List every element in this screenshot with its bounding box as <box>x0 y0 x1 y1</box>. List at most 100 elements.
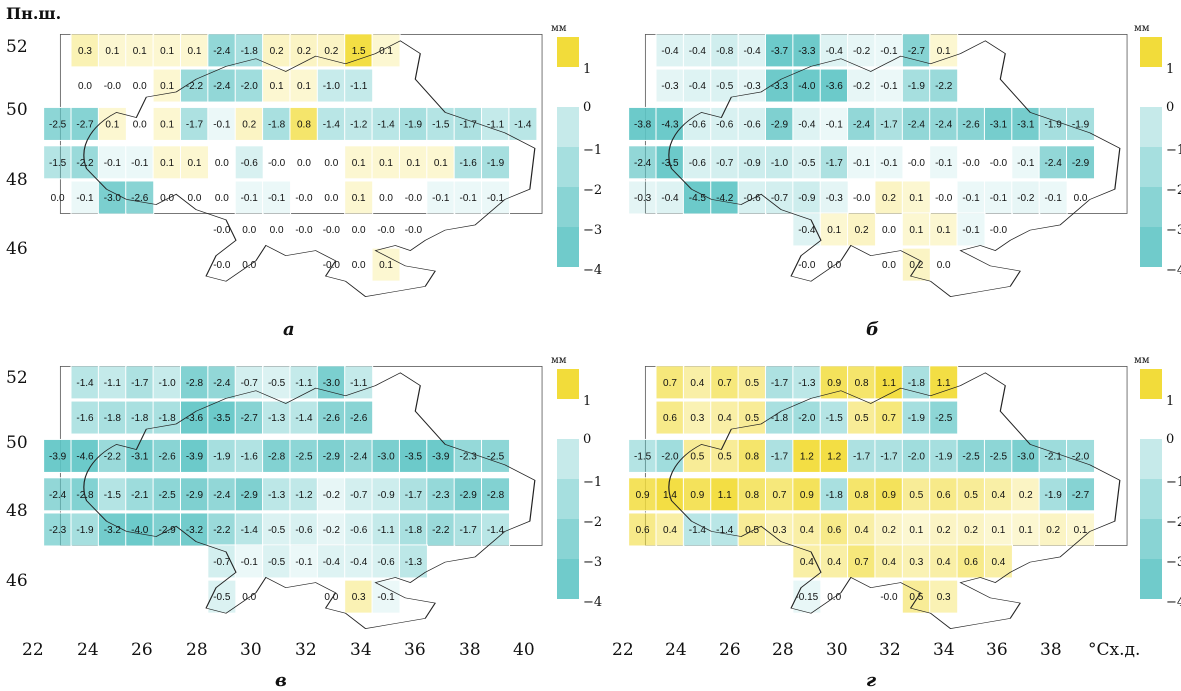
grid-cell <box>125 477 155 512</box>
lat-tick-46-bottom-left: 46 <box>6 571 28 591</box>
grid-cell <box>983 477 1013 512</box>
cell-value: -2.5 <box>990 451 1008 462</box>
grid-cell <box>737 400 767 435</box>
grid-cell <box>207 477 237 512</box>
colorbar-tick: −2 <box>583 515 602 530</box>
cell-value: 0.3 <box>78 46 92 57</box>
colorbar-segment <box>557 519 579 559</box>
grid-cell <box>426 145 456 180</box>
cell-value: -0.7 <box>350 490 368 501</box>
grid-cell <box>344 544 374 579</box>
cell-value: -1.7 <box>186 119 204 130</box>
cell-value: 0.3 <box>352 592 366 603</box>
grid-cell <box>901 212 931 247</box>
cell-value: -0.7 <box>241 378 259 389</box>
grid-cell <box>901 180 931 215</box>
colorbar-tick: −1 <box>1166 475 1181 490</box>
cell-value: 0.7 <box>718 378 732 389</box>
grid-cell <box>929 579 959 614</box>
cell-value: -0.3 <box>743 81 761 92</box>
grid-cell <box>152 512 182 547</box>
cell-value: -0.0 <box>962 158 980 169</box>
grid-cell <box>398 512 428 547</box>
cell-value: 0.4 <box>718 413 732 424</box>
lon-tick: 38 <box>459 640 481 660</box>
grid-cell <box>929 365 959 400</box>
grid-cell <box>655 400 685 435</box>
colorbar-segment <box>1140 227 1162 267</box>
grid-cell <box>70 365 100 400</box>
cell-value: 0.2 <box>909 260 923 271</box>
cell-value: -0.0 <box>405 225 423 236</box>
cell-value: 0.5 <box>909 592 923 603</box>
grid-cell <box>70 33 100 68</box>
cell-value: 0.4 <box>663 525 677 536</box>
cell-value: -0.4 <box>798 119 816 130</box>
cell-value: -1.7 <box>131 378 149 389</box>
cell-value: -1.8 <box>158 413 176 424</box>
grid-cell <box>819 145 849 180</box>
cell-value: 0.8 <box>745 451 759 462</box>
grid-cell <box>316 544 346 579</box>
cell-value: -0.0 <box>104 81 122 92</box>
cell-value: 0.0 <box>352 260 366 271</box>
cell-value: 0.0 <box>297 158 311 169</box>
cell-value: -0.3 <box>634 193 652 204</box>
grid-cell <box>398 477 428 512</box>
cell-value: -0.1 <box>826 119 844 130</box>
cell-value: -2.2 <box>432 525 450 536</box>
grid-cell <box>874 145 904 180</box>
cell-value: -0.4 <box>743 46 761 57</box>
cell-value: -2.4 <box>935 119 953 130</box>
grid-cell <box>847 365 877 400</box>
colorbar-segment <box>1140 369 1162 399</box>
cell-value: 0.4 <box>991 557 1005 568</box>
grid-cell <box>70 512 100 547</box>
cell-value: 0.0 <box>324 592 338 603</box>
cell-value: -2.3 <box>460 451 478 462</box>
cell-value: -2.8 <box>186 378 204 389</box>
cell-value: -2.8 <box>487 490 505 501</box>
cell-value: -2.7 <box>241 413 259 424</box>
grid-cell <box>929 438 959 473</box>
lon-tick: 28 <box>772 640 794 660</box>
grid-cell <box>710 365 740 400</box>
cell-value: 0.0 <box>324 158 338 169</box>
grid-cell <box>874 106 904 141</box>
cell-value: -2.5 <box>962 451 980 462</box>
cell-value: -1.9 <box>213 451 231 462</box>
grid-cell <box>983 180 1013 215</box>
colorbar-tick: −1 <box>583 475 602 490</box>
grid-cell <box>453 438 483 473</box>
cell-value: 0.2 <box>1019 490 1033 501</box>
grid-cell <box>682 106 712 141</box>
colorbar-segment <box>557 369 579 399</box>
cell-value: 0.9 <box>800 490 814 501</box>
cell-value: -2.6 <box>158 451 176 462</box>
cell-value: -2.9 <box>186 490 204 501</box>
cell-value: -1.0 <box>771 158 789 169</box>
grid-cell <box>628 438 658 473</box>
cell-value: -0.2 <box>853 81 871 92</box>
cell-value: 0.5 <box>855 413 869 424</box>
cell-value: 0.0 <box>215 158 229 169</box>
panels-layer: 0.3 0.1 0.1 0.1 0.1 -2.4 -1.8 0.2 0.2 0.2 1.5 0.10.… <box>44 23 1181 629</box>
cell-value: 0.6 <box>964 557 978 568</box>
cell-value: -2.4 <box>350 451 368 462</box>
grid-cell <box>929 145 959 180</box>
cell-value: -0.0 <box>377 225 395 236</box>
cell-value: -0.6 <box>689 119 707 130</box>
grid-cell <box>682 400 712 435</box>
cell-value: 0.7 <box>882 413 896 424</box>
colorbar-tick: −4 <box>583 595 602 610</box>
grid-cell <box>874 33 904 68</box>
cell-value: -0.1 <box>432 193 450 204</box>
cell-value: 0.1 <box>991 525 1005 536</box>
grid-cell <box>628 477 658 512</box>
grid-cell <box>792 438 822 473</box>
cell-value: -0.1 <box>104 158 122 169</box>
cell-value: -0.8 <box>716 46 734 57</box>
grid-cell <box>764 365 794 400</box>
cell-value: 0.1 <box>105 119 119 130</box>
